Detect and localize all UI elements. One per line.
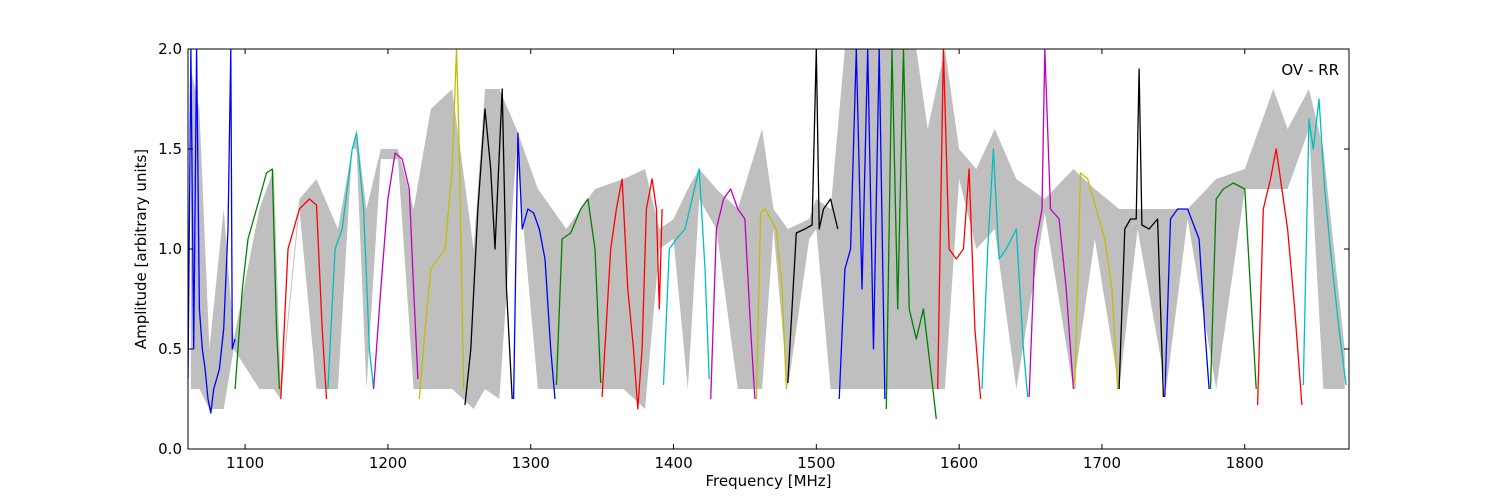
series-line-25 [1302,98,1347,386]
x-tick-label: 1600 [940,454,978,472]
series-layer [188,49,1347,420]
series-line-20 [1074,172,1119,390]
plot-annotation: OV - RR [1281,61,1339,79]
series-line-23 [1209,182,1257,390]
x-tick-label: 1500 [797,454,835,472]
x-tick-label: 1400 [654,454,692,472]
background-band-layer [190,49,1345,409]
x-tick-label: 1300 [512,454,550,472]
x-axis-label: Frequency [MHz] [705,472,831,490]
series-line-5 [372,152,419,390]
x-tick-label: 1100 [226,454,264,472]
series-line-18 [981,148,1029,398]
series-line-7 [464,88,513,406]
series-line-4 [327,132,375,390]
series-line-19 [1028,49,1075,398]
series-line-9 [555,198,602,386]
series-line-6 [418,49,465,400]
x-tick-label: 1800 [1226,454,1264,472]
series-line-17 [937,49,982,400]
y-tick-label: 0.5 [158,340,182,358]
series-line-10 [601,178,663,410]
series-line-12 [710,188,756,400]
series-line-22 [1164,208,1210,398]
ticks-layer: 1100 1200 1300 1400 1500 1600 1700 1800 0.0 0.5 1.… [158,40,1349,472]
series-line-1 [188,49,236,414]
series-line-14 [787,49,839,384]
series-line-21 [1118,68,1165,398]
series-line-11 [662,168,710,386]
x-tick-label: 1700 [1083,454,1121,472]
series-line-2 [234,168,281,390]
y-tick-label: 2.0 [158,40,182,58]
series-line-13 [755,208,788,400]
background-band [190,49,1345,409]
y-axis-label: Amplitude [arbitrary units] [132,149,150,349]
x-tick-label: 1200 [369,454,407,472]
series-line-15 [838,49,886,400]
series-line-16 [885,49,937,420]
series-line-8 [512,132,556,400]
y-tick-label: 1.5 [158,140,182,158]
series-line-3 [280,198,328,400]
y-tick-label: 1.0 [158,240,182,258]
y-tick-label: 0.0 [158,440,182,458]
series-line-24 [1256,148,1303,406]
